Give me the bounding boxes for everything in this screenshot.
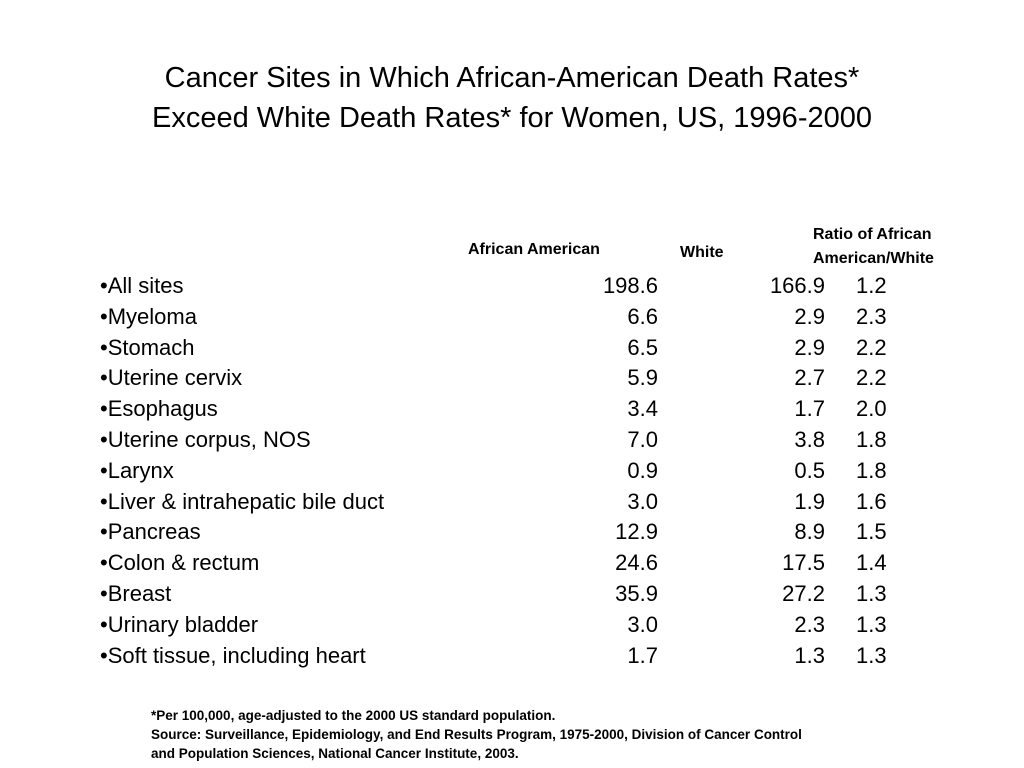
site-cell: •Stomach	[100, 334, 195, 360]
ratio-cell: 1.3	[856, 642, 887, 668]
footnote: *Per 100,000, age-adjusted to the 2000 U…	[151, 706, 802, 763]
white-rate-cell: 27.2	[782, 580, 825, 606]
african-american-rate-cell: 12.9	[615, 519, 658, 545]
table-row: •Uterine cervix 5.9 2.7 2.2	[100, 363, 1000, 394]
white-rate-cell: 2.9	[794, 303, 825, 329]
title-line-2: Exceed White Death Rates* for Women, US,…	[151, 102, 872, 134]
white-rate-cell: 166.9	[769, 273, 825, 298]
ratio-cell: 1.5	[856, 519, 887, 545]
white-rate-cell: 2.9	[794, 334, 825, 360]
white-rate-cell: 17.5	[782, 550, 825, 576]
ratio-cell: 1.2	[856, 273, 887, 298]
data-table: •All sites 198.6 166.9 1.2 •Myeloma 6.6 2.9 2.3…	[100, 271, 1000, 671]
african-american-rate-cell: 6.6	[627, 303, 658, 329]
slide-title: Cancer Sites in Which African-American D…	[0, 58, 1024, 138]
site-cell: •Larynx	[100, 457, 174, 483]
african-american-rate-cell: 5.9	[627, 365, 658, 391]
table-row: •Breast 35.9 27.2 1.3	[100, 579, 1000, 610]
site-cell: •Uterine cervix	[100, 365, 243, 391]
table-row: •Soft tissue, including heart 1.7 1.3 1.3	[100, 641, 1000, 672]
ratio-header-line-1: Ratio of African	[813, 226, 932, 243]
table-row: •Colon & rectum 24.6 17.5 1.4	[100, 548, 1000, 579]
african-american-rate-cell: 1.7	[627, 642, 658, 668]
footnote-line-1: *Per 100,000, age-adjusted to the 2000 U…	[151, 708, 556, 723]
table-row: •Stomach 6.5 2.9 2.2	[100, 333, 1000, 364]
ratio-cell: 2.2	[856, 334, 887, 360]
site-cell: •Colon & rectum	[100, 550, 260, 576]
white-rate-cell: 2.7	[794, 365, 825, 391]
site-cell: •Pancreas	[100, 519, 201, 545]
african-american-rate-cell: 3.0	[627, 488, 658, 514]
ratio-cell: 2.3	[856, 303, 887, 329]
site-cell: •Breast	[100, 580, 172, 606]
table-row: •Myeloma 6.6 2.9 2.3	[100, 302, 1000, 333]
ratio-cell: 1.8	[856, 457, 887, 483]
site-cell: •Liver & intrahepatic bile duct	[100, 488, 385, 514]
african-american-rate-cell: 24.6	[615, 550, 658, 576]
table-row: •Liver & intrahepatic bile duct 3.0 1.9 1.6	[100, 487, 1000, 518]
ratio-cell: 1.6	[856, 488, 887, 514]
table-row: •Pancreas 12.9 8.9 1.5	[100, 517, 1000, 548]
table-row: •Larynx 0.9 0.5 1.8	[100, 456, 1000, 487]
table-row: •Uterine corpus, NOS 7.0 3.8 1.8	[100, 425, 1000, 456]
ratio-cell: 2.2	[856, 365, 887, 391]
ratio-cell: 1.8	[856, 426, 887, 452]
african-american-rate-cell: 3.0	[627, 611, 658, 637]
white-rate-cell: 0.5	[794, 457, 825, 483]
white-rate-cell: 3.8	[794, 426, 825, 452]
african-american-rate-cell: 198.6	[602, 273, 658, 298]
african-american-rate-cell: 0.9	[627, 457, 658, 483]
table-row: •Urinary bladder 3.0 2.3 1.3	[100, 610, 1000, 641]
white-rate-cell: 2.3	[794, 611, 825, 637]
white-rate-cell: 1.3	[794, 642, 825, 668]
african-american-rate-cell: 6.5	[627, 334, 658, 360]
ratio-cell: 1.3	[856, 580, 887, 606]
footnote-line-3: and Population Sciences, National Cancer…	[151, 746, 519, 761]
white-rate-cell: 1.7	[794, 396, 825, 422]
site-cell: •All sites	[100, 273, 184, 298]
white-rate-cell: 8.9	[794, 519, 825, 545]
ratio-cell: 2.0	[856, 396, 887, 422]
column-header-white: White	[680, 244, 724, 261]
column-header-african-american: African American	[468, 241, 600, 258]
ratio-cell: 1.3	[856, 611, 887, 637]
footnote-line-2: Source: Surveillance, Epidemiology, and …	[151, 727, 802, 742]
ratio-header-line-2: American/White	[813, 250, 934, 267]
ratio-cell: 1.4	[856, 550, 887, 576]
site-cell: •Soft tissue, including heart	[100, 642, 366, 668]
african-american-rate-cell: 35.9	[615, 580, 658, 606]
site-cell: •Esophagus	[100, 396, 218, 422]
site-cell: •Myeloma	[100, 303, 197, 329]
table-row: •All sites 198.6 166.9 1.2	[100, 271, 1000, 302]
site-cell: •Uterine corpus, NOS	[100, 426, 311, 452]
title-line-1: Cancer Sites in Which African-American D…	[164, 62, 860, 94]
african-american-rate-cell: 3.4	[627, 396, 658, 422]
site-cell: •Urinary bladder	[100, 611, 259, 637]
african-american-rate-cell: 7.0	[627, 426, 658, 452]
column-header-ratio: Ratio of African American/White	[813, 223, 934, 271]
table-row: •Esophagus 3.4 1.7 2.0	[100, 394, 1000, 425]
white-rate-cell: 1.9	[794, 488, 825, 514]
